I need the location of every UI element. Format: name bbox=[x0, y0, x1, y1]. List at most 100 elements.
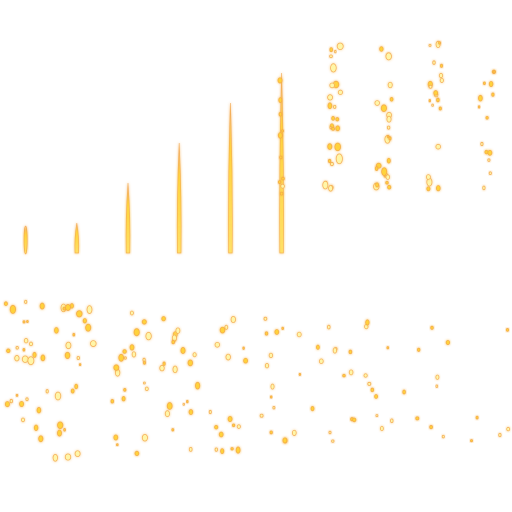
ember-spark bbox=[281, 129, 285, 133]
ember-spark bbox=[370, 387, 375, 393]
ember-spark bbox=[385, 180, 389, 185]
ember-spark bbox=[3, 301, 8, 307]
ember-spark bbox=[329, 161, 334, 167]
ember-spark bbox=[279, 155, 283, 160]
ember-spark bbox=[439, 63, 444, 68]
ember-spark bbox=[436, 97, 440, 103]
ember-spark bbox=[282, 437, 288, 444]
ember-spark bbox=[385, 174, 391, 180]
ember-spark bbox=[123, 356, 127, 360]
ember-spark bbox=[180, 347, 186, 354]
row-ember-rise-frame-5 bbox=[228, 102, 233, 254]
ember-spark bbox=[331, 126, 335, 131]
ember-spark bbox=[134, 450, 140, 457]
row-ember-fade-frame-8 bbox=[363, 319, 406, 432]
ember-spark bbox=[269, 395, 273, 399]
ember-spark bbox=[428, 84, 433, 89]
ember-spark bbox=[435, 374, 440, 380]
ember-spark bbox=[72, 332, 76, 337]
ember-spark bbox=[335, 117, 340, 122]
ember-spark bbox=[487, 158, 491, 162]
ember-spark bbox=[26, 319, 29, 324]
ember-spark bbox=[6, 348, 11, 354]
ember-spark bbox=[227, 415, 233, 423]
ember-spark bbox=[162, 361, 166, 366]
ember-spark bbox=[25, 397, 29, 402]
ember-spark bbox=[327, 324, 331, 330]
row-ember-fade-frame-2 bbox=[52, 303, 97, 462]
ember-spark bbox=[390, 418, 394, 424]
ember-spark bbox=[166, 402, 173, 410]
ember-spark bbox=[316, 344, 320, 350]
ember-spark bbox=[113, 434, 119, 441]
ember-spark bbox=[113, 364, 120, 371]
ember-spark bbox=[498, 432, 502, 438]
ember-spark bbox=[387, 81, 393, 89]
ember-spark bbox=[243, 357, 249, 364]
ember-spark bbox=[57, 429, 62, 437]
ember-spark bbox=[272, 406, 276, 410]
ember-spark bbox=[428, 43, 432, 47]
ember-spark bbox=[230, 315, 236, 324]
ember-spark bbox=[82, 318, 87, 324]
ember-spark bbox=[230, 447, 234, 451]
ember-spark bbox=[19, 400, 25, 408]
ember-spark bbox=[219, 326, 226, 334]
ember-spark bbox=[491, 92, 495, 97]
ember-spark bbox=[488, 80, 494, 88]
ember-spark bbox=[192, 352, 197, 358]
ember-spark bbox=[387, 184, 392, 190]
ember-spark bbox=[123, 387, 127, 392]
ember-streak bbox=[176, 142, 182, 254]
ember-spark bbox=[32, 351, 37, 358]
ember-spark bbox=[415, 416, 420, 421]
ember-spark bbox=[445, 339, 451, 346]
ember-spark bbox=[33, 424, 39, 431]
ember-spark bbox=[208, 409, 212, 415]
ember-spark bbox=[388, 136, 392, 141]
ember-spark bbox=[505, 328, 510, 332]
ember-spark bbox=[280, 183, 285, 189]
ember-spark bbox=[374, 100, 380, 106]
ember-spark bbox=[485, 115, 489, 120]
ember-spark bbox=[281, 326, 285, 331]
ember-spark bbox=[159, 364, 165, 372]
ember-spark bbox=[27, 356, 35, 366]
ember-spark bbox=[57, 421, 64, 429]
ember-spark bbox=[336, 42, 344, 51]
ember-spark bbox=[129, 310, 134, 316]
ember-spark bbox=[175, 327, 181, 334]
ember-spark bbox=[242, 346, 245, 350]
ember-spark bbox=[9, 398, 13, 404]
ember-spark bbox=[348, 369, 354, 376]
ember-spark bbox=[381, 167, 388, 176]
ember-spark bbox=[318, 358, 324, 364]
ember-spark bbox=[329, 54, 333, 59]
ember-spark bbox=[38, 435, 44, 443]
ember-spark bbox=[23, 338, 29, 344]
ember-spark bbox=[438, 106, 442, 111]
ember-spark bbox=[90, 340, 97, 347]
ember-spark bbox=[231, 423, 236, 428]
ember-streak bbox=[74, 222, 80, 254]
ember-spark bbox=[296, 331, 302, 338]
ember-spark bbox=[488, 171, 492, 175]
ember-spark bbox=[374, 166, 379, 172]
ember-spark bbox=[277, 180, 282, 184]
ember-spark bbox=[141, 433, 148, 442]
ember-spark bbox=[431, 103, 434, 107]
ember-spark bbox=[335, 153, 343, 165]
ember-spark bbox=[365, 319, 370, 326]
ember-spark bbox=[278, 111, 283, 117]
ember-spark bbox=[278, 97, 283, 103]
ember-spark bbox=[328, 430, 332, 435]
row-ember-rise-frame-2 bbox=[74, 222, 80, 254]
ember-spark bbox=[367, 381, 372, 386]
ember-spark bbox=[236, 424, 241, 429]
ember-spark bbox=[63, 427, 66, 432]
ember-spark bbox=[363, 373, 368, 378]
ember-spark bbox=[374, 394, 379, 399]
ember-spark bbox=[425, 174, 431, 180]
ember-spark bbox=[492, 70, 496, 74]
ember-spark bbox=[385, 52, 392, 61]
